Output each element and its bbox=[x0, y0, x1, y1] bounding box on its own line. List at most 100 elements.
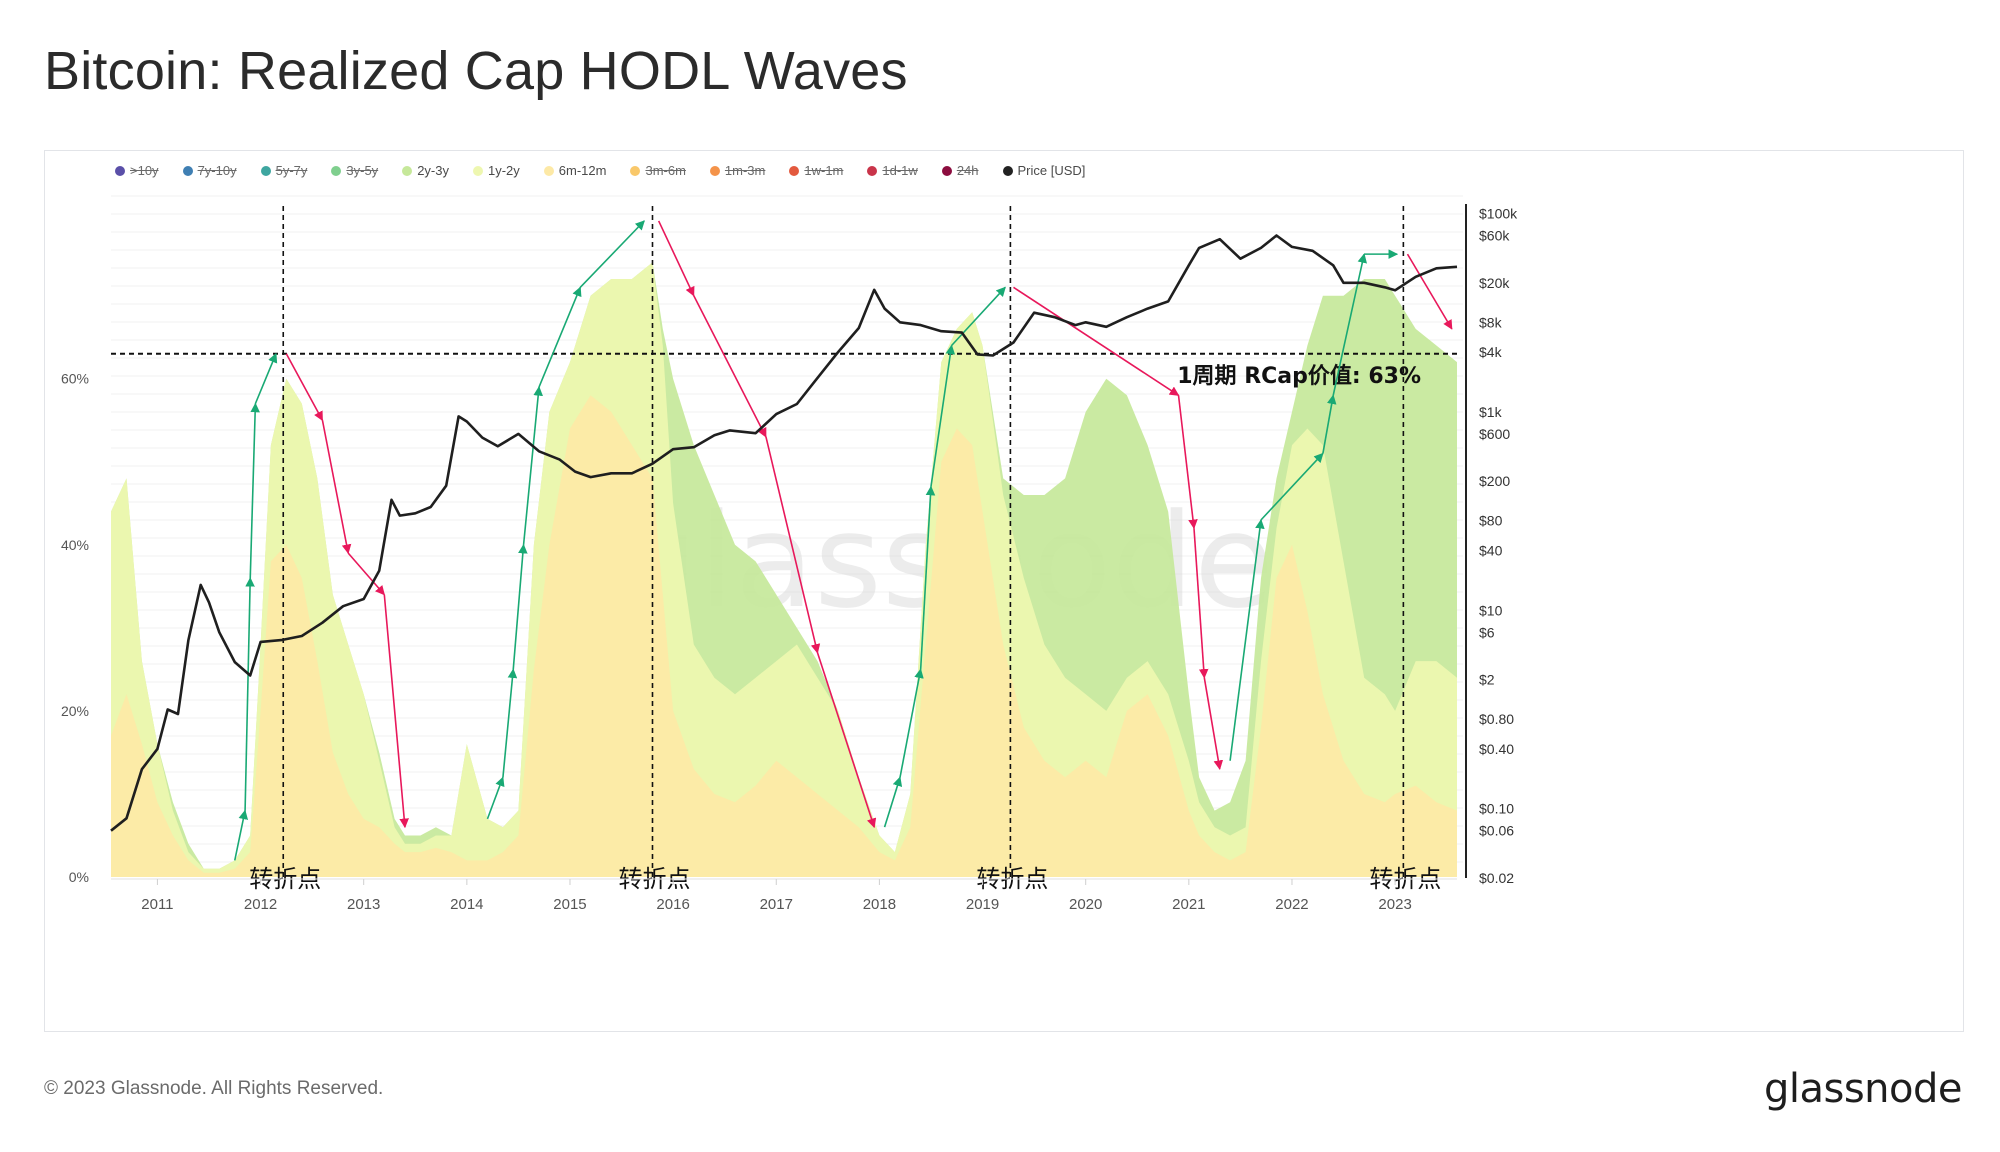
price-tick-label: $80 bbox=[1479, 513, 1503, 529]
legend-item--10y[interactable]: >10y bbox=[115, 163, 159, 178]
x-tick-label: 2021 bbox=[1172, 896, 1205, 913]
legend: >10y 7y-10y 5y-7y 3y-5y 2y-3y 1y-2y 6m-12m 3m-6… bbox=[115, 163, 1109, 178]
price-tick-label: $200 bbox=[1479, 473, 1510, 489]
fall-arrow bbox=[693, 295, 767, 438]
legend-dot-icon bbox=[260, 165, 271, 176]
rise-arrow bbox=[1332, 253, 1368, 396]
price-tick-label: $60k bbox=[1479, 227, 1510, 243]
legend-label: 1y-2y bbox=[487, 163, 520, 178]
price-tick-label: $20k bbox=[1479, 275, 1510, 291]
price-tick-label: $40 bbox=[1479, 543, 1503, 559]
legend-item-6m-12m[interactable]: 6m-12m bbox=[543, 163, 607, 178]
legend-item-5y-7y[interactable]: 5y-7y bbox=[260, 163, 308, 178]
legend-dot-icon bbox=[402, 165, 413, 176]
x-tick-label: 2015 bbox=[553, 896, 586, 913]
legend-label: Price [USD] bbox=[1017, 163, 1086, 178]
legend-dot-icon bbox=[789, 165, 800, 176]
legend-dot-icon bbox=[941, 165, 952, 176]
page-title: Bitcoin: Realized Cap HODL Waves bbox=[44, 41, 908, 101]
price-tick-label: $0.06 bbox=[1479, 823, 1514, 839]
rise-arrow bbox=[1260, 452, 1324, 521]
legend-dot-icon bbox=[182, 165, 193, 176]
rise-arrow bbox=[930, 344, 956, 487]
price-tick-label: $6 bbox=[1479, 624, 1495, 640]
price-tick-label: $4k bbox=[1479, 344, 1503, 360]
price-layer bbox=[110, 234, 1458, 832]
price-tick-label: $8k bbox=[1479, 314, 1503, 330]
legend-item-1w-1m[interactable]: 1w-1m bbox=[789, 163, 843, 178]
x-tick-label: 2022 bbox=[1275, 896, 1308, 913]
rise-arrow bbox=[233, 809, 249, 861]
legend-label: 2y-3y bbox=[417, 163, 449, 178]
legend-dot-icon bbox=[630, 165, 641, 176]
y-tick-label: 20% bbox=[61, 703, 89, 719]
legend-label: 7y-10y bbox=[197, 163, 237, 178]
area-6m-12m bbox=[111, 395, 1457, 877]
x-tick-label: 2013 bbox=[347, 896, 380, 913]
x-tick-label: 2020 bbox=[1069, 896, 1102, 913]
x-tick-label: 2011 bbox=[141, 896, 173, 913]
rise-arrow bbox=[579, 220, 645, 288]
legend-dot-icon bbox=[331, 165, 342, 176]
price-tick-label: $0.10 bbox=[1479, 801, 1514, 817]
x-tick-label: 2017 bbox=[760, 896, 793, 913]
x-tick-label: 2023 bbox=[1378, 896, 1411, 913]
rise-arrow bbox=[1229, 518, 1265, 761]
legend-item-1d-1w[interactable]: 1d-1w bbox=[867, 163, 918, 178]
legend-dot-icon bbox=[709, 165, 720, 176]
price-tick-label: $10 bbox=[1479, 602, 1503, 618]
legend-item-3y-5y[interactable]: 3y-5y bbox=[331, 163, 378, 178]
legend-item-3m-6m[interactable]: 3m-6m bbox=[630, 163, 686, 178]
glassnode-logo[interactable]: glassnode bbox=[1763, 1066, 1963, 1112]
overlay-layer: 1周期 RCap价值: 63%转折点 转折点 转折点 转折点 bbox=[111, 206, 1461, 893]
fall-arrow bbox=[1406, 253, 1453, 330]
price-tick-label: $0.80 bbox=[1479, 711, 1514, 727]
legend-label: 24h bbox=[956, 163, 979, 178]
legend-label: 5y-7y bbox=[275, 163, 308, 178]
legend-item-7y-10y[interactable]: 7y-10y bbox=[182, 163, 237, 178]
x-tick-label: 2019 bbox=[966, 896, 999, 913]
rise-arrow bbox=[899, 668, 924, 778]
rise-arrow bbox=[883, 776, 903, 828]
legend-dot-icon bbox=[867, 165, 878, 176]
price-tick-label: $0.40 bbox=[1479, 741, 1514, 757]
fall-arrow bbox=[347, 552, 385, 596]
fall-arrow bbox=[1193, 528, 1209, 679]
legend-dot-icon bbox=[543, 165, 554, 176]
rise-arrow bbox=[502, 668, 518, 778]
fall-arrow bbox=[1013, 286, 1180, 396]
rise-arrow bbox=[538, 286, 582, 388]
legend-label: 6m-12m bbox=[558, 163, 607, 178]
y-tick-label: 60% bbox=[61, 371, 89, 387]
legend-label: 3y-5y bbox=[346, 163, 379, 178]
fall-arrow bbox=[321, 420, 352, 555]
legend-label: 3m-6m bbox=[645, 163, 686, 178]
legend-label: >10y bbox=[130, 163, 159, 178]
price-line bbox=[110, 234, 1458, 832]
price-tick-label: $0.02 bbox=[1479, 870, 1514, 886]
legend-item-1y-2y[interactable]: 1y-2y bbox=[472, 163, 520, 178]
rise-arrow bbox=[512, 543, 528, 670]
legend-item-price-usd-[interactable]: Price [USD] bbox=[1002, 163, 1086, 178]
fall-arrow bbox=[1177, 395, 1198, 530]
threshold-label: 1周期 RCap价值: 63% bbox=[1177, 363, 1421, 389]
price-tick-label: $600 bbox=[1479, 426, 1510, 442]
area-layer bbox=[111, 262, 1457, 877]
legend-item-24h[interactable]: 24h bbox=[941, 163, 979, 178]
fall-arrow bbox=[383, 594, 409, 829]
price-tick-label: $100k bbox=[1479, 205, 1518, 221]
y-tick-label: 0% bbox=[69, 869, 89, 885]
rise-arrow bbox=[951, 286, 1006, 347]
fall-arrow bbox=[285, 353, 324, 422]
rise-arrow bbox=[244, 577, 255, 811]
legend-label: 1w-1m bbox=[804, 163, 844, 178]
legend-item-1m-3m[interactable]: 1m-3m bbox=[709, 163, 765, 178]
copyright-text: © 2023 Glassnode. All Rights Reserved. bbox=[44, 1078, 384, 1099]
y-tick-label: 40% bbox=[61, 537, 89, 553]
x-tick-label: 2012 bbox=[244, 896, 277, 913]
fall-arrow bbox=[1203, 677, 1224, 770]
rise-arrow bbox=[486, 776, 505, 820]
legend-item-2y-3y[interactable]: 2y-3y bbox=[402, 163, 449, 178]
